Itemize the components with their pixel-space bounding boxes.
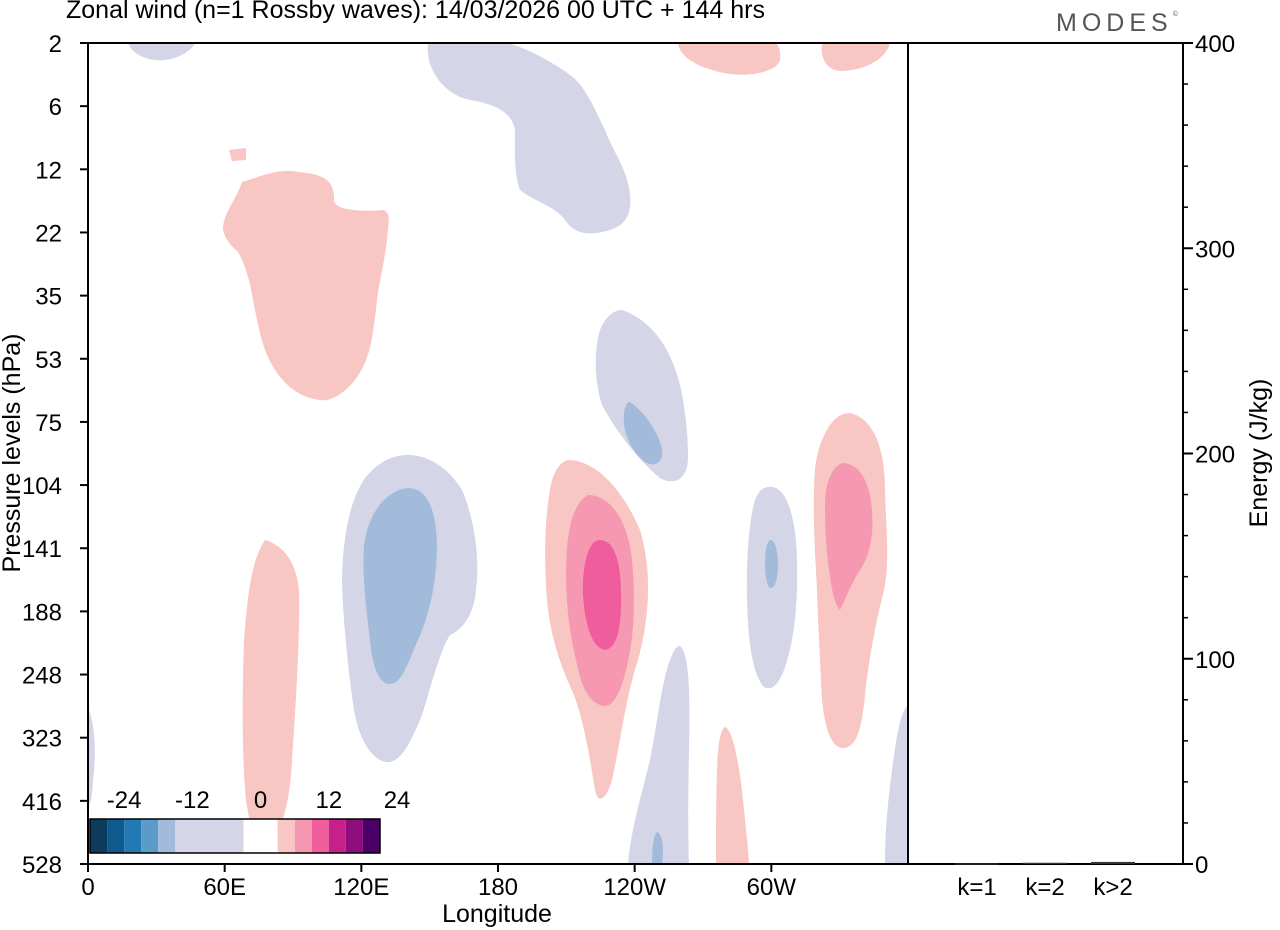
energy-panel: 0 100 200 300 400 k=1 k=2 k>2 Energy (J/kg): [907, 31, 1273, 901]
energy-axis: 0 100 200 300 400: [1183, 31, 1235, 879]
colorbar-swatch: [362, 819, 380, 853]
neg-left-inner: [363, 488, 437, 684]
neg-top-left: [128, 43, 195, 61]
contour-background: [88, 43, 908, 864]
energy-axis-label: Energy (J/kg): [1245, 379, 1273, 528]
pos-top-right-b: [821, 43, 890, 71]
pos-thin-left: [242, 540, 300, 841]
colorbar-swatch: [277, 819, 295, 853]
neg-upper-center: [427, 43, 631, 234]
colorbar-swatch: [107, 819, 125, 853]
pressure-tick-label: 2: [49, 31, 62, 58]
energy-category-label: k>2: [1093, 874, 1132, 901]
energy-category-label: k=1: [957, 874, 996, 901]
energy-tick-label: 300: [1195, 236, 1235, 263]
neg-right-edge: [885, 705, 908, 864]
brand-name: MODES: [1056, 9, 1173, 37]
pressure-tick-label: 248: [22, 663, 62, 690]
energy-bar: [955, 863, 999, 865]
longitude-tick-label: 60E: [203, 874, 246, 901]
colorbar-swatch: [311, 819, 329, 853]
longitude-tick-label: 120W: [603, 874, 666, 901]
colorbar: [89, 818, 381, 854]
pressure-tick-label: 416: [22, 789, 62, 816]
pressure-tick-label: 104: [22, 473, 62, 500]
colorbar-swatch: [158, 819, 176, 853]
energy-bar: [1023, 862, 1067, 864]
longitude-tick-label: 0: [81, 874, 94, 901]
pressure-tick-label: 188: [22, 599, 62, 626]
neg-mid-inner: [623, 402, 663, 465]
colorbar-swatch: [243, 819, 278, 853]
colorbar-swatch: [175, 819, 244, 853]
pos-dot: [229, 148, 246, 161]
pressure-tick-label: 323: [22, 726, 62, 753]
energy-tick-label: 0: [1195, 852, 1208, 879]
energy-tick-label: 100: [1195, 647, 1235, 674]
neg-right-thin-core: [765, 540, 778, 588]
colorbar-tick-labels: -24 -12 0 12 24: [107, 787, 411, 814]
brand-logo: MODES©: [1056, 9, 1178, 38]
energy-tick-label: 400: [1195, 31, 1235, 58]
colorbar-swatch: [328, 819, 346, 853]
neg-left-edge: [88, 708, 95, 805]
neg-mid-outer: [595, 310, 688, 482]
pressure-tick-label: 12: [35, 157, 62, 184]
colorbar-tick-label: 24: [384, 787, 411, 814]
pressure-tick-label: 22: [35, 220, 62, 247]
pos-lower-thin: [716, 727, 749, 864]
contour-panel: 2 6 12 22 35 53 75 104 141 188 248 323 416 528 Pressu…: [0, 31, 909, 928]
pressure-tick-label: 141: [22, 536, 62, 563]
longitude-tick-label: 60W: [747, 874, 797, 901]
pressure-tick-label: 75: [35, 410, 62, 437]
neg-lower-center: [628, 646, 690, 864]
energy-category-label: k=2: [1025, 874, 1064, 901]
colorbar-swatch: [294, 819, 312, 853]
colorbar-tick-label: 12: [315, 787, 342, 814]
longitude-axis-label: Longitude: [442, 900, 552, 928]
pressure-tick-label: 6: [49, 94, 62, 121]
colorbar-swatch: [141, 819, 159, 853]
pos-top-right-a: [678, 43, 781, 75]
chart-title: Zonal wind (n=1 Rossby waves): 14/03/202…: [66, 0, 765, 24]
colorbar-tick-label: -12: [175, 787, 210, 814]
energy-frame: [907, 42, 1184, 865]
energy-bars: [955, 861, 1135, 865]
colorbar-tick-label: 0: [254, 787, 267, 814]
contour-shapes: [88, 43, 908, 864]
pos-center-core: [582, 540, 622, 650]
neg-lower-center-core: [652, 832, 663, 864]
colorbar-swatch: [90, 819, 108, 853]
pressure-tick-label: 528: [22, 852, 62, 879]
pressure-axis: 2 6 12 22 35 53 75 104 141 188 248 323 416 528: [22, 31, 88, 879]
longitude-axis: 0 60E 120E 180 120W 60W: [81, 864, 796, 901]
energy-bar: [1091, 861, 1135, 864]
longitude-tick-label: 120E: [333, 874, 389, 901]
pressure-tick-label: 53: [35, 347, 62, 374]
pos-upper-left: [223, 170, 389, 401]
energy-tick-label: 200: [1195, 442, 1235, 469]
colorbar-swatch: [345, 819, 363, 853]
energy-categories: k=1 k=2 k>2: [957, 874, 1132, 901]
pressure-axis-label: Pressure levels (hPa): [0, 334, 26, 573]
brand-mark: ©: [1172, 11, 1178, 18]
pressure-tick-label: 35: [35, 284, 62, 311]
colorbar-swatch: [124, 819, 142, 853]
colorbar-frame: [89, 818, 381, 854]
pos-right-inner: [825, 463, 873, 610]
longitude-tick-label: 180: [478, 874, 518, 901]
colorbar-tick-label: -24: [107, 787, 142, 814]
